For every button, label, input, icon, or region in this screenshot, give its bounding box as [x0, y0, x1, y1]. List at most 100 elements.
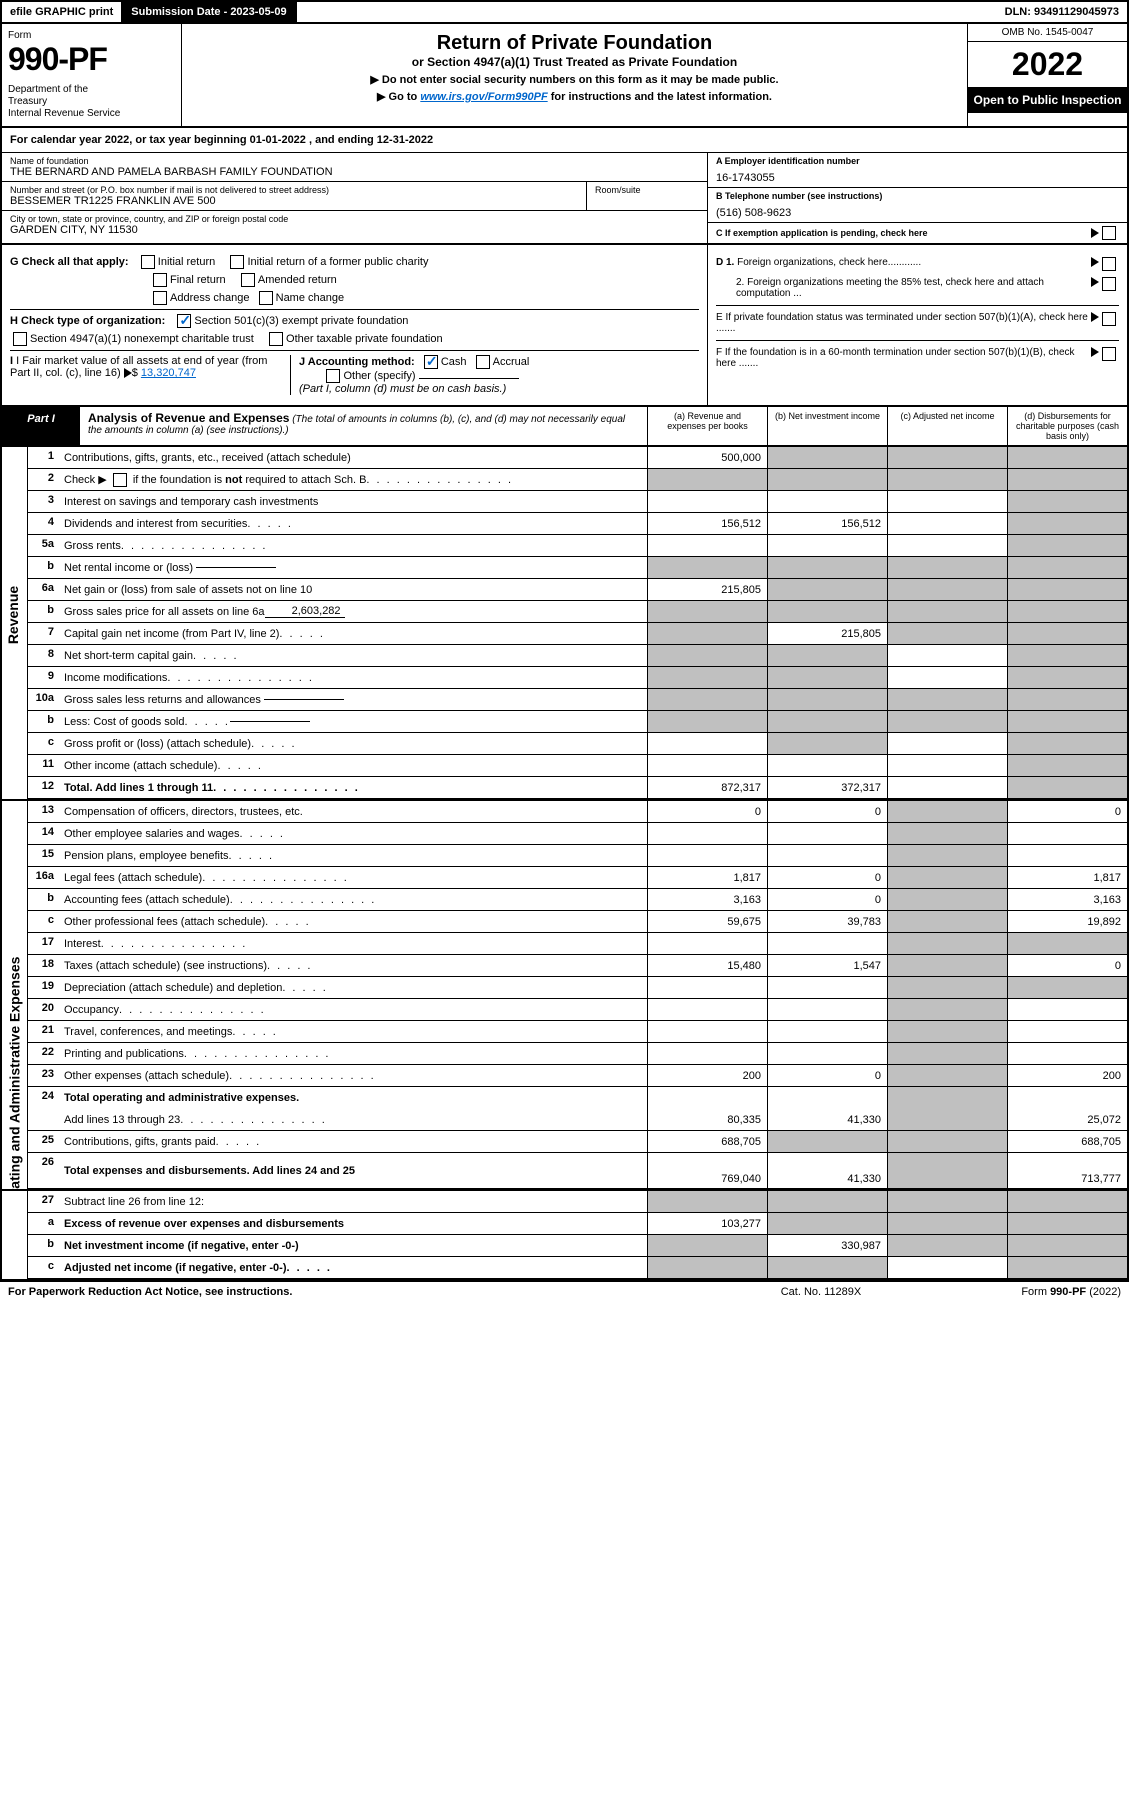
table-row: 13Compensation of officers, directors, t…: [28, 801, 1127, 823]
table-row: 23Other expenses (attach schedule)200020…: [28, 1065, 1127, 1087]
table-row: bLess: Cost of goods sold: [28, 711, 1127, 733]
table-row: 24Total operating and administrative exp…: [28, 1087, 1127, 1109]
col-a-hdr: (a) Revenue and expenses per books: [647, 407, 767, 445]
table-row: cGross profit or (loss) (attach schedule…: [28, 733, 1127, 755]
irs-link[interactable]: www.irs.gov/Form990PF: [420, 91, 547, 103]
table-row: 10aGross sales less returns and allowanc…: [28, 689, 1127, 711]
footer-form: Form 990-PF (2022): [921, 1286, 1121, 1298]
revenue-side-label: Revenue: [5, 586, 21, 644]
col-b-hdr: (b) Net investment income: [767, 407, 887, 445]
form-header: Form 990-PF Department of theTreasuryInt…: [2, 24, 1127, 128]
arrow-icon: [1091, 347, 1099, 357]
checkbox-final[interactable]: [153, 273, 167, 287]
col-d-hdr: (d) Disbursements for charitable purpose…: [1007, 407, 1127, 445]
checkbox-other-acct[interactable]: [326, 369, 340, 383]
checkbox-cash[interactable]: [424, 355, 438, 369]
arrow-icon: [124, 368, 132, 378]
d1-row: D 1. Foreign organizations, check here..…: [716, 257, 1119, 271]
table-row: cOther professional fees (attach schedul…: [28, 911, 1127, 933]
table-row: 21Travel, conferences, and meetings: [28, 1021, 1127, 1043]
arrow-icon: [1091, 257, 1099, 267]
table-row: 22Printing and publications: [28, 1043, 1127, 1065]
table-row: 3Interest on savings and temporary cash …: [28, 491, 1127, 513]
form-page: efile GRAPHIC print Submission Date - 20…: [0, 0, 1129, 1281]
revenue-table: Revenue 1Contributions, gifts, grants, e…: [2, 447, 1127, 799]
table-row: 19Depreciation (attach schedule) and dep…: [28, 977, 1127, 999]
exemption-cell: C If exemption application is pending, c…: [708, 223, 1127, 243]
checkbox-amended[interactable]: [241, 273, 255, 287]
table-row: 26Total expenses and disbursements. Add …: [28, 1153, 1127, 1189]
col-c-hdr: (c) Adjusted net income: [887, 407, 1007, 445]
checkbox-501c3[interactable]: [177, 314, 191, 328]
table-row: 12Total. Add lines 1 through 11872,31737…: [28, 777, 1127, 799]
form-title: Return of Private Foundation: [190, 32, 959, 55]
part-label: Part I: [2, 407, 80, 445]
calendar-year-row: For calendar year 2022, or tax year begi…: [2, 128, 1127, 153]
note-link: ▶ Go to www.irs.gov/Form990PF for instru…: [190, 90, 959, 103]
expenses-side-label: Operating and Administrative Expenses: [6, 957, 22, 1222]
table-row: bAccounting fees (attach schedule)3,1630…: [28, 889, 1127, 911]
checkbox-f[interactable]: [1102, 347, 1116, 361]
checkbox-initial[interactable]: [141, 255, 155, 269]
checkbox-schb[interactable]: [113, 473, 127, 487]
dln: DLN: 93491129045973: [997, 2, 1127, 22]
f-row: F If the foundation is in a 60-month ter…: [716, 340, 1119, 369]
efile-print[interactable]: efile GRAPHIC print: [2, 2, 123, 22]
checkbox-d2[interactable]: [1102, 277, 1116, 291]
table-row: 11Other income (attach schedule): [28, 755, 1127, 777]
table-row: 8Net short-term capital gain: [28, 645, 1127, 667]
g-row: G Check all that apply: Initial return I…: [10, 255, 699, 269]
table-row: 27Subtract line 26 from line 12:: [28, 1191, 1127, 1213]
checkbox-c[interactable]: [1102, 226, 1116, 240]
fmv-link[interactable]: 13,320,747: [141, 367, 196, 379]
arrow-icon: [1091, 228, 1099, 238]
ij-row: I I Fair market value of all assets at e…: [10, 350, 699, 395]
efile-bar: efile GRAPHIC print Submission Date - 20…: [2, 2, 1127, 24]
net-table: 27Subtract line 26 from line 12: aExcess…: [2, 1189, 1127, 1279]
d2-row: 2. Foreign organizations meeting the 85%…: [716, 277, 1119, 299]
table-row: 4Dividends and interest from securities1…: [28, 513, 1127, 535]
city-cell: City or town, state or province, country…: [2, 211, 707, 239]
footer-left: For Paperwork Reduction Act Notice, see …: [8, 1286, 721, 1298]
checkbox-accrual[interactable]: [476, 355, 490, 369]
table-row: 9Income modifications: [28, 667, 1127, 689]
table-row: 7Capital gain net income (from Part IV, …: [28, 623, 1127, 645]
tax-year: 2022: [968, 42, 1127, 87]
ein-cell: A Employer identification number 16-1743…: [708, 153, 1127, 188]
form-number: 990-PF: [8, 41, 175, 78]
checkbox-address[interactable]: [153, 291, 167, 305]
table-row: aExcess of revenue over expenses and dis…: [28, 1213, 1127, 1235]
arrow-icon: [1091, 312, 1099, 322]
phone-cell: B Telephone number (see instructions) (5…: [708, 188, 1127, 223]
table-row: 25Contributions, gifts, grants paid688,7…: [28, 1131, 1127, 1153]
note-ssn: ▶ Do not enter social security numbers o…: [190, 73, 959, 86]
table-row: 18Taxes (attach schedule) (see instructi…: [28, 955, 1127, 977]
table-row: 15Pension plans, employee benefits: [28, 845, 1127, 867]
checkbox-4947[interactable]: [13, 332, 27, 346]
open-inspection: Open to Public Inspection: [968, 87, 1127, 113]
table-row: bGross sales price for all assets on lin…: [28, 601, 1127, 623]
h-row: H Check type of organization: Section 50…: [10, 309, 699, 328]
table-row: 5aGross rents: [28, 535, 1127, 557]
checkbox-e[interactable]: [1102, 312, 1116, 326]
checkbox-other-tax[interactable]: [269, 332, 283, 346]
table-row: 6aNet gain or (loss) from sale of assets…: [28, 579, 1127, 601]
header-left: Form 990-PF Department of theTreasuryInt…: [2, 24, 182, 126]
arrow-icon: [1091, 277, 1099, 287]
checkbox-initial-former[interactable]: [230, 255, 244, 269]
header-right: OMB No. 1545-0047 2022 Open to Public In…: [967, 24, 1127, 126]
form-subtitle: or Section 4947(a)(1) Trust Treated as P…: [190, 55, 959, 69]
table-row: bNet investment income (if negative, ent…: [28, 1235, 1127, 1257]
checkbox-d1[interactable]: [1102, 257, 1116, 271]
name-cell: Name of foundation THE BERNARD AND PAMEL…: [2, 153, 707, 182]
entity-block: Name of foundation THE BERNARD AND PAMEL…: [2, 153, 1127, 245]
table-row: bNet rental income or (loss): [28, 557, 1127, 579]
ghij-block: G Check all that apply: Initial return I…: [2, 245, 1127, 407]
omb: OMB No. 1545-0047: [968, 24, 1127, 42]
checkbox-namechg[interactable]: [259, 291, 273, 305]
table-row: 14Other employee salaries and wages: [28, 823, 1127, 845]
table-row: 16aLegal fees (attach schedule)1,81701,8…: [28, 867, 1127, 889]
table-row: 1Contributions, gifts, grants, etc., rec…: [28, 447, 1127, 469]
table-row: 20Occupancy: [28, 999, 1127, 1021]
page-footer: For Paperwork Reduction Act Notice, see …: [0, 1281, 1129, 1302]
